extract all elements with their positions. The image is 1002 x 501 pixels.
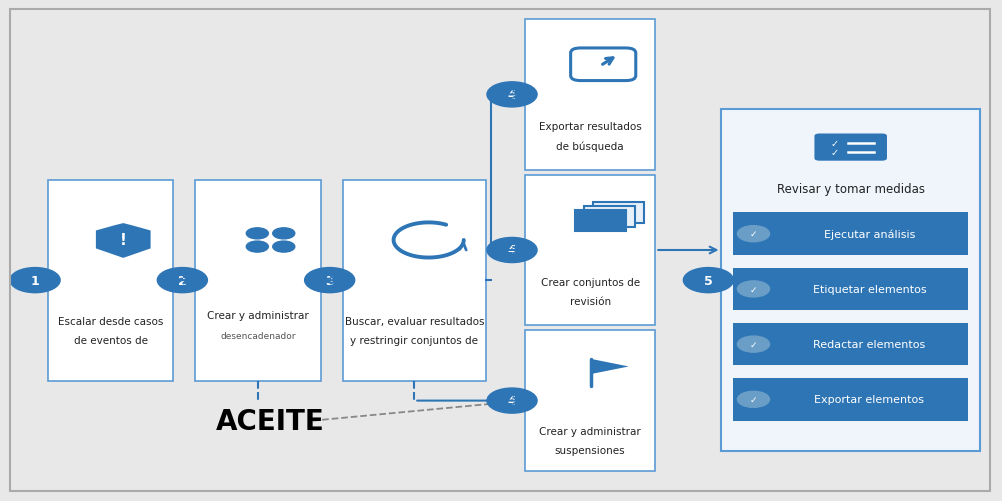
- FancyBboxPatch shape: [525, 331, 655, 471]
- Text: Exportar resultados: Exportar resultados: [539, 122, 641, 132]
- Text: 3: 3: [326, 274, 334, 287]
- FancyBboxPatch shape: [575, 210, 625, 231]
- Circle shape: [487, 83, 537, 108]
- Text: 4: 4: [508, 244, 516, 257]
- Circle shape: [10, 268, 60, 293]
- Circle shape: [737, 281, 770, 297]
- Text: 4: 4: [508, 89, 516, 102]
- FancyBboxPatch shape: [343, 180, 486, 381]
- FancyBboxPatch shape: [721, 110, 980, 451]
- Text: suspensiones: suspensiones: [555, 445, 625, 455]
- Circle shape: [737, 392, 770, 408]
- FancyBboxPatch shape: [733, 213, 968, 256]
- Text: ✓: ✓: [749, 285, 758, 294]
- Text: Escalar desde casos: Escalar desde casos: [58, 317, 163, 327]
- Circle shape: [305, 268, 355, 293]
- FancyBboxPatch shape: [525, 20, 655, 170]
- Polygon shape: [96, 223, 150, 259]
- Text: Exportar elementos: Exportar elementos: [815, 395, 925, 404]
- Text: desencadenador: desencadenador: [220, 332, 296, 341]
- FancyBboxPatch shape: [733, 323, 968, 366]
- Text: Revisar y tomar medidas: Revisar y tomar medidas: [777, 183, 925, 196]
- Text: Ejecutar análisis: Ejecutar análisis: [824, 229, 915, 239]
- Text: ✓: ✓: [749, 395, 758, 404]
- FancyBboxPatch shape: [584, 206, 634, 227]
- Text: Buscar, evaluar resultados: Buscar, evaluar resultados: [345, 317, 484, 327]
- Circle shape: [487, 388, 537, 413]
- Circle shape: [273, 241, 295, 253]
- Text: de búsqueda: de búsqueda: [556, 141, 624, 152]
- Text: 5: 5: [704, 274, 712, 287]
- FancyBboxPatch shape: [525, 175, 655, 326]
- FancyBboxPatch shape: [733, 378, 968, 421]
- Text: de eventos de: de eventos de: [74, 336, 147, 346]
- Circle shape: [737, 226, 770, 242]
- Circle shape: [246, 228, 269, 239]
- Text: Redactar elementos: Redactar elementos: [814, 340, 926, 349]
- FancyBboxPatch shape: [733, 268, 968, 311]
- Text: y restringir conjuntos de: y restringir conjuntos de: [351, 336, 478, 346]
- Circle shape: [273, 228, 295, 239]
- Text: 1: 1: [31, 274, 39, 287]
- Text: ✓: ✓: [831, 138, 839, 148]
- FancyBboxPatch shape: [195, 180, 321, 381]
- Text: ✓: ✓: [749, 340, 758, 349]
- Text: Crear conjuntos de: Crear conjuntos de: [541, 278, 639, 288]
- Text: Crear y administrar: Crear y administrar: [539, 426, 641, 436]
- Circle shape: [487, 238, 537, 263]
- FancyBboxPatch shape: [48, 180, 173, 381]
- Circle shape: [737, 337, 770, 353]
- Text: !: !: [120, 232, 126, 247]
- Text: ✓: ✓: [749, 230, 758, 238]
- Text: 4: 4: [508, 394, 516, 407]
- FancyBboxPatch shape: [815, 134, 887, 161]
- Circle shape: [246, 241, 269, 253]
- Text: 2: 2: [178, 274, 186, 287]
- Text: ✓: ✓: [831, 147, 839, 157]
- Circle shape: [157, 268, 207, 293]
- FancyBboxPatch shape: [593, 202, 643, 223]
- Text: Etiquetar elementos: Etiquetar elementos: [813, 285, 926, 294]
- Text: Crear y administrar: Crear y administrar: [207, 311, 309, 321]
- Text: revisión: revisión: [569, 297, 611, 307]
- Polygon shape: [591, 359, 629, 374]
- Text: ACEITE: ACEITE: [215, 407, 325, 435]
- Circle shape: [683, 268, 733, 293]
